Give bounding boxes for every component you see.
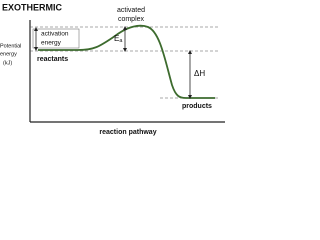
reactants-label: reactants [37,56,68,63]
page: {"title": "EXOTHERMIC", "peak_label": ["… [0,2,225,136]
x-axis-label: reaction pathway [99,129,156,136]
peak-label: complex [118,16,145,23]
y-axis-label: energy [0,51,17,57]
y-axis-label: (kJ) [3,60,12,66]
activation-box [32,28,80,49]
title: EXOTHERMIC [2,2,63,12]
y-axis-label: Potential [0,43,21,49]
ea-sub: a [119,38,123,44]
ea-label: Ea [114,34,123,44]
peak-label: activated [117,7,145,14]
energy-curve [38,24,215,99]
activation-label: energy [41,40,62,47]
diagram: EXOTHERMIC activated complex Potential e… [0,2,225,136]
products-label: products [182,103,212,110]
activation-label: activation [41,31,69,38]
delta-h-label: ΔH [194,69,205,78]
ea-main: E [114,34,119,43]
